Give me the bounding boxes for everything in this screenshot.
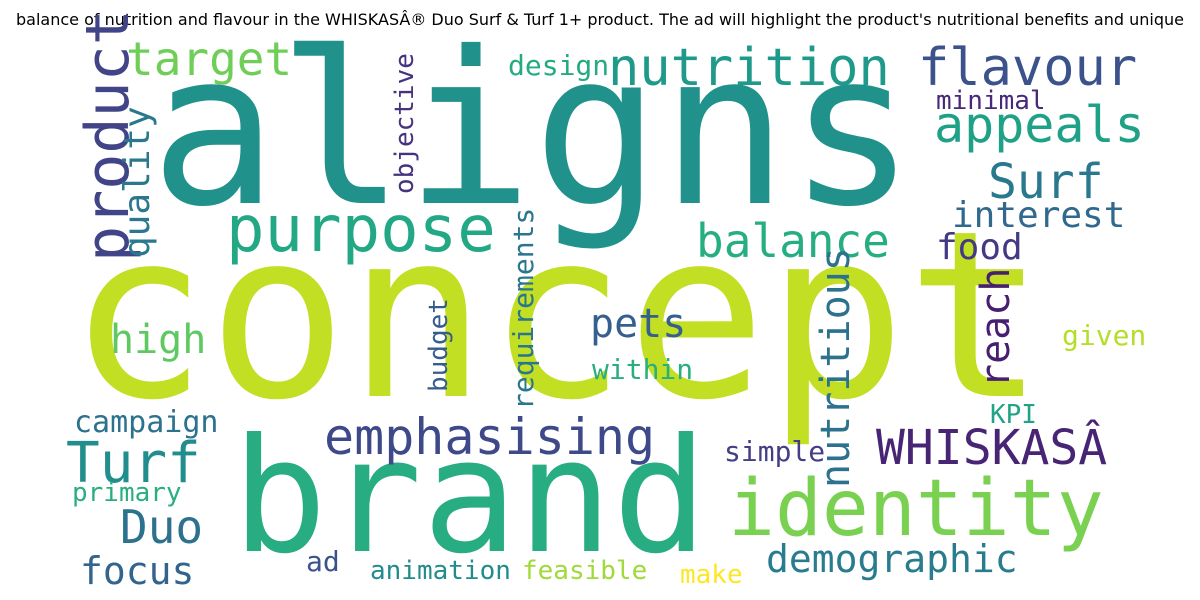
word-food: food (936, 227, 1023, 268)
word-target: target (126, 32, 293, 86)
word-animation: animation (370, 556, 511, 586)
word-make: make (680, 560, 743, 590)
word-campaign: campaign (74, 405, 219, 440)
word-within: within (592, 353, 694, 386)
word-simple: simple (724, 435, 826, 468)
word-minimal: minimal (936, 86, 1046, 116)
word-design: design (508, 49, 610, 82)
word-given: given (1062, 319, 1147, 352)
word-brand: brand (232, 405, 708, 589)
word-demographic: demographic (766, 537, 1018, 581)
word-feasible: feasible (522, 556, 648, 586)
word-nutritious: nutritious (813, 247, 859, 488)
word-budget: budget (424, 298, 454, 392)
word-balance: balance (696, 214, 890, 268)
word-pets: pets (590, 301, 687, 347)
word-emphasising: emphasising (324, 408, 656, 466)
word-duo: Duo (120, 500, 204, 554)
word-aligns: aligns (150, 6, 916, 253)
word-quality: quality (117, 106, 158, 258)
word-purpose: purpose (226, 193, 496, 267)
word-high: high (110, 317, 207, 363)
word-surf: Surf (988, 154, 1104, 210)
word-appeals: appeals (934, 96, 1145, 154)
word-whiskas: WHISKASÂ (876, 420, 1108, 476)
word-objective: objective (390, 53, 420, 194)
word-ad: ad (306, 545, 340, 578)
word-turf: Turf (66, 431, 201, 496)
word-identity: identity (728, 464, 1104, 554)
word-concept: concept (68, 181, 1046, 451)
word-flavour: flavour (918, 38, 1138, 98)
word-interest: interest (952, 195, 1126, 236)
word-reach: reach (973, 267, 1019, 388)
figure-title: balance of nutrition and flavour in the … (16, 10, 1184, 29)
word-requirements: requirements (507, 207, 540, 410)
word-primary: primary (72, 478, 182, 508)
word-focus: focus (80, 549, 195, 593)
word-kpi: KPI (990, 400, 1037, 430)
word-nutrition: nutrition (608, 38, 890, 98)
